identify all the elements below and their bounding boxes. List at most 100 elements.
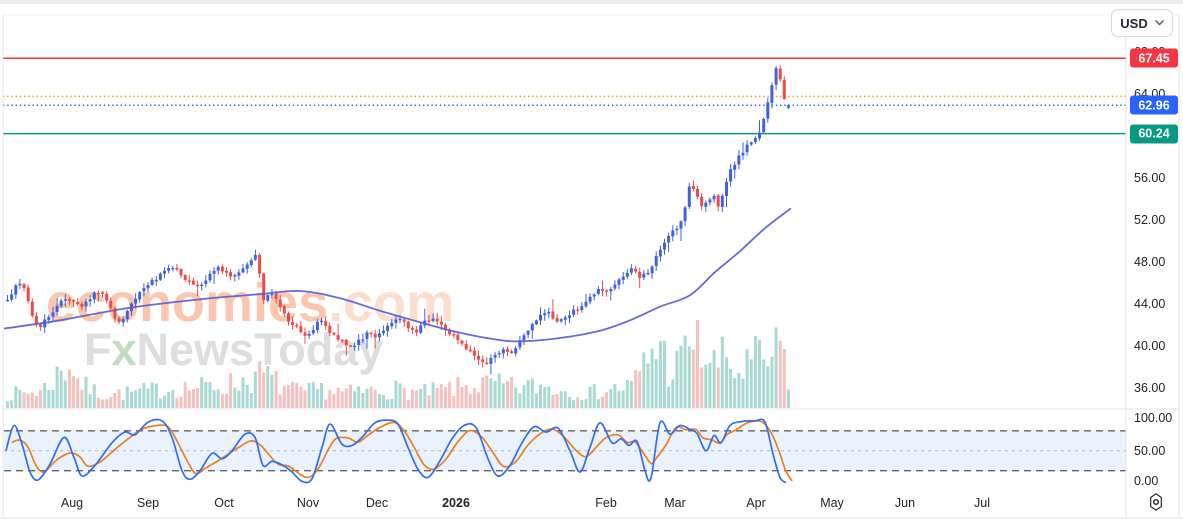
volume-bar <box>530 378 534 408</box>
candle-body <box>47 316 51 321</box>
volume-bar <box>303 390 307 408</box>
volume-bar <box>382 395 385 408</box>
candle-body <box>638 271 642 278</box>
volume-bar <box>733 378 737 408</box>
candle-body <box>522 335 526 341</box>
volume-bar <box>92 384 96 408</box>
volume-bar <box>423 384 427 408</box>
candle-body <box>125 311 129 320</box>
volume-bar <box>398 383 402 408</box>
stochastic-k-line <box>5 418 787 484</box>
candle-body <box>113 308 117 319</box>
candle-body <box>448 330 452 335</box>
candle-body <box>200 284 204 287</box>
volume-bar <box>187 390 191 408</box>
volume-bar <box>584 398 588 408</box>
candle-body <box>282 306 286 314</box>
volume-bar <box>262 372 266 408</box>
candle-body <box>179 269 183 276</box>
volume-bar <box>84 376 88 408</box>
volume-bar <box>138 388 142 408</box>
volume-bar <box>687 346 691 408</box>
volume-bar <box>720 336 724 408</box>
candle-body <box>39 324 43 327</box>
volume-bar <box>617 390 621 408</box>
candle-body <box>696 188 699 197</box>
volume-bar <box>555 394 559 408</box>
volume-bar <box>506 381 509 408</box>
volume-bar <box>634 370 638 408</box>
candle-body <box>534 320 538 325</box>
candle-body <box>518 340 522 348</box>
volume-bar <box>253 371 257 408</box>
volume-bar <box>109 397 113 408</box>
candle-body <box>59 300 63 306</box>
volume-bar <box>654 359 658 408</box>
candle-body <box>394 319 398 323</box>
volume-bar <box>551 394 555 408</box>
candle-body <box>398 318 402 321</box>
settings-icon[interactable] <box>1144 492 1168 512</box>
volume-bar <box>130 391 133 408</box>
currency-selector[interactable]: USD <box>1111 9 1173 37</box>
candle-body <box>92 292 96 300</box>
candle-body <box>191 280 195 285</box>
volume-bar <box>30 392 34 408</box>
candle-body <box>315 321 319 331</box>
volume-bar <box>6 401 9 408</box>
volume-bar <box>477 392 480 408</box>
candle-body <box>361 339 365 341</box>
candle-body <box>154 279 158 282</box>
candle-body <box>96 292 100 295</box>
volume-bar <box>481 377 485 408</box>
candle-body <box>605 290 609 292</box>
candle-body <box>377 333 381 338</box>
candle-body <box>435 318 439 322</box>
volume-bar <box>543 387 547 408</box>
candle-body <box>758 132 761 139</box>
candle-body <box>444 324 447 331</box>
candle-body <box>770 85 774 103</box>
candle-body <box>592 294 596 297</box>
candle-body <box>415 329 419 333</box>
candle-body <box>332 332 336 335</box>
candle-body <box>439 321 443 325</box>
candle-body <box>287 313 290 322</box>
candle-body <box>167 268 171 271</box>
candle-body <box>671 230 675 237</box>
volume-bar <box>464 385 468 408</box>
candle-body <box>493 355 497 358</box>
volume-bar <box>233 387 237 408</box>
volume-bar <box>786 389 790 408</box>
candle-body <box>485 362 489 364</box>
volume-bar <box>621 390 625 408</box>
candle-body <box>621 276 625 280</box>
candle-body <box>402 319 406 322</box>
volume-bar <box>419 389 423 408</box>
volume-bar <box>667 386 671 408</box>
volume-bar <box>361 392 365 408</box>
candles <box>6 65 790 375</box>
candle-body <box>76 302 80 305</box>
volume-bar <box>729 368 733 408</box>
volume-bar <box>539 384 542 408</box>
volume-bar <box>745 349 749 408</box>
candle-body <box>311 330 315 334</box>
volume-bar <box>299 386 303 408</box>
candle-body <box>320 320 323 323</box>
volume-bar <box>76 378 80 408</box>
candle-body <box>241 268 245 273</box>
candle-body <box>212 270 216 274</box>
volume-bar <box>72 376 76 408</box>
candle-body <box>572 309 576 315</box>
volume-bar <box>96 397 100 408</box>
volume-bar <box>725 357 728 408</box>
candle-body <box>501 349 505 354</box>
candle-body <box>650 266 654 274</box>
volume-bar <box>460 387 464 408</box>
candle-body <box>55 306 59 312</box>
volume-bar <box>448 382 452 408</box>
volume-bar <box>365 388 369 408</box>
